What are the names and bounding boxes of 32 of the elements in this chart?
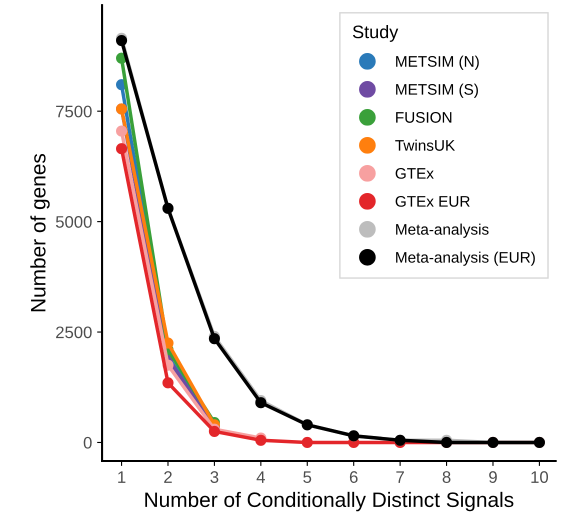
legend-label: GTEx [396,168,434,179]
x-tick-label: 8 [442,471,450,483]
legend-label: METSIM (S) [396,84,478,98]
x-tick-label: 4 [256,471,265,483]
point [162,377,174,388]
x-tick-label: 7 [396,471,404,483]
legend-label: Meta-analysis (EUR) [396,252,535,266]
y-tick-label: 7500 [56,106,92,118]
point [116,143,128,154]
x-axis-title: Number of Conditionally Distinct Signals [145,492,514,512]
legend-label: TwinsUK [395,140,455,151]
point [116,126,128,137]
x-tick-label: 5 [303,471,312,483]
x-tick-label: 1 [118,471,126,483]
point [255,397,266,408]
x-tick-label: 9 [489,471,497,483]
y-tick-label: 2500 [56,326,92,338]
point [208,333,220,344]
y-axis-title: Number of genes [30,154,50,312]
x-tick-label: 2 [164,471,172,483]
x-tick-label: 3 [210,471,218,483]
x-tick-label: 10 [531,471,548,483]
legend-title: Study [352,25,398,42]
legend-label: FUSION [396,112,452,123]
y-tick-label: 0 [84,436,92,449]
legend-label: Meta-analysis [396,224,489,238]
x-tick-label: 6 [350,471,358,483]
legend-label: METSIM (N) [396,56,479,70]
point [116,34,128,46]
y-tick-label: 5000 [56,216,92,228]
point [302,436,313,448]
legend-label: GTEx EUR [396,196,470,207]
